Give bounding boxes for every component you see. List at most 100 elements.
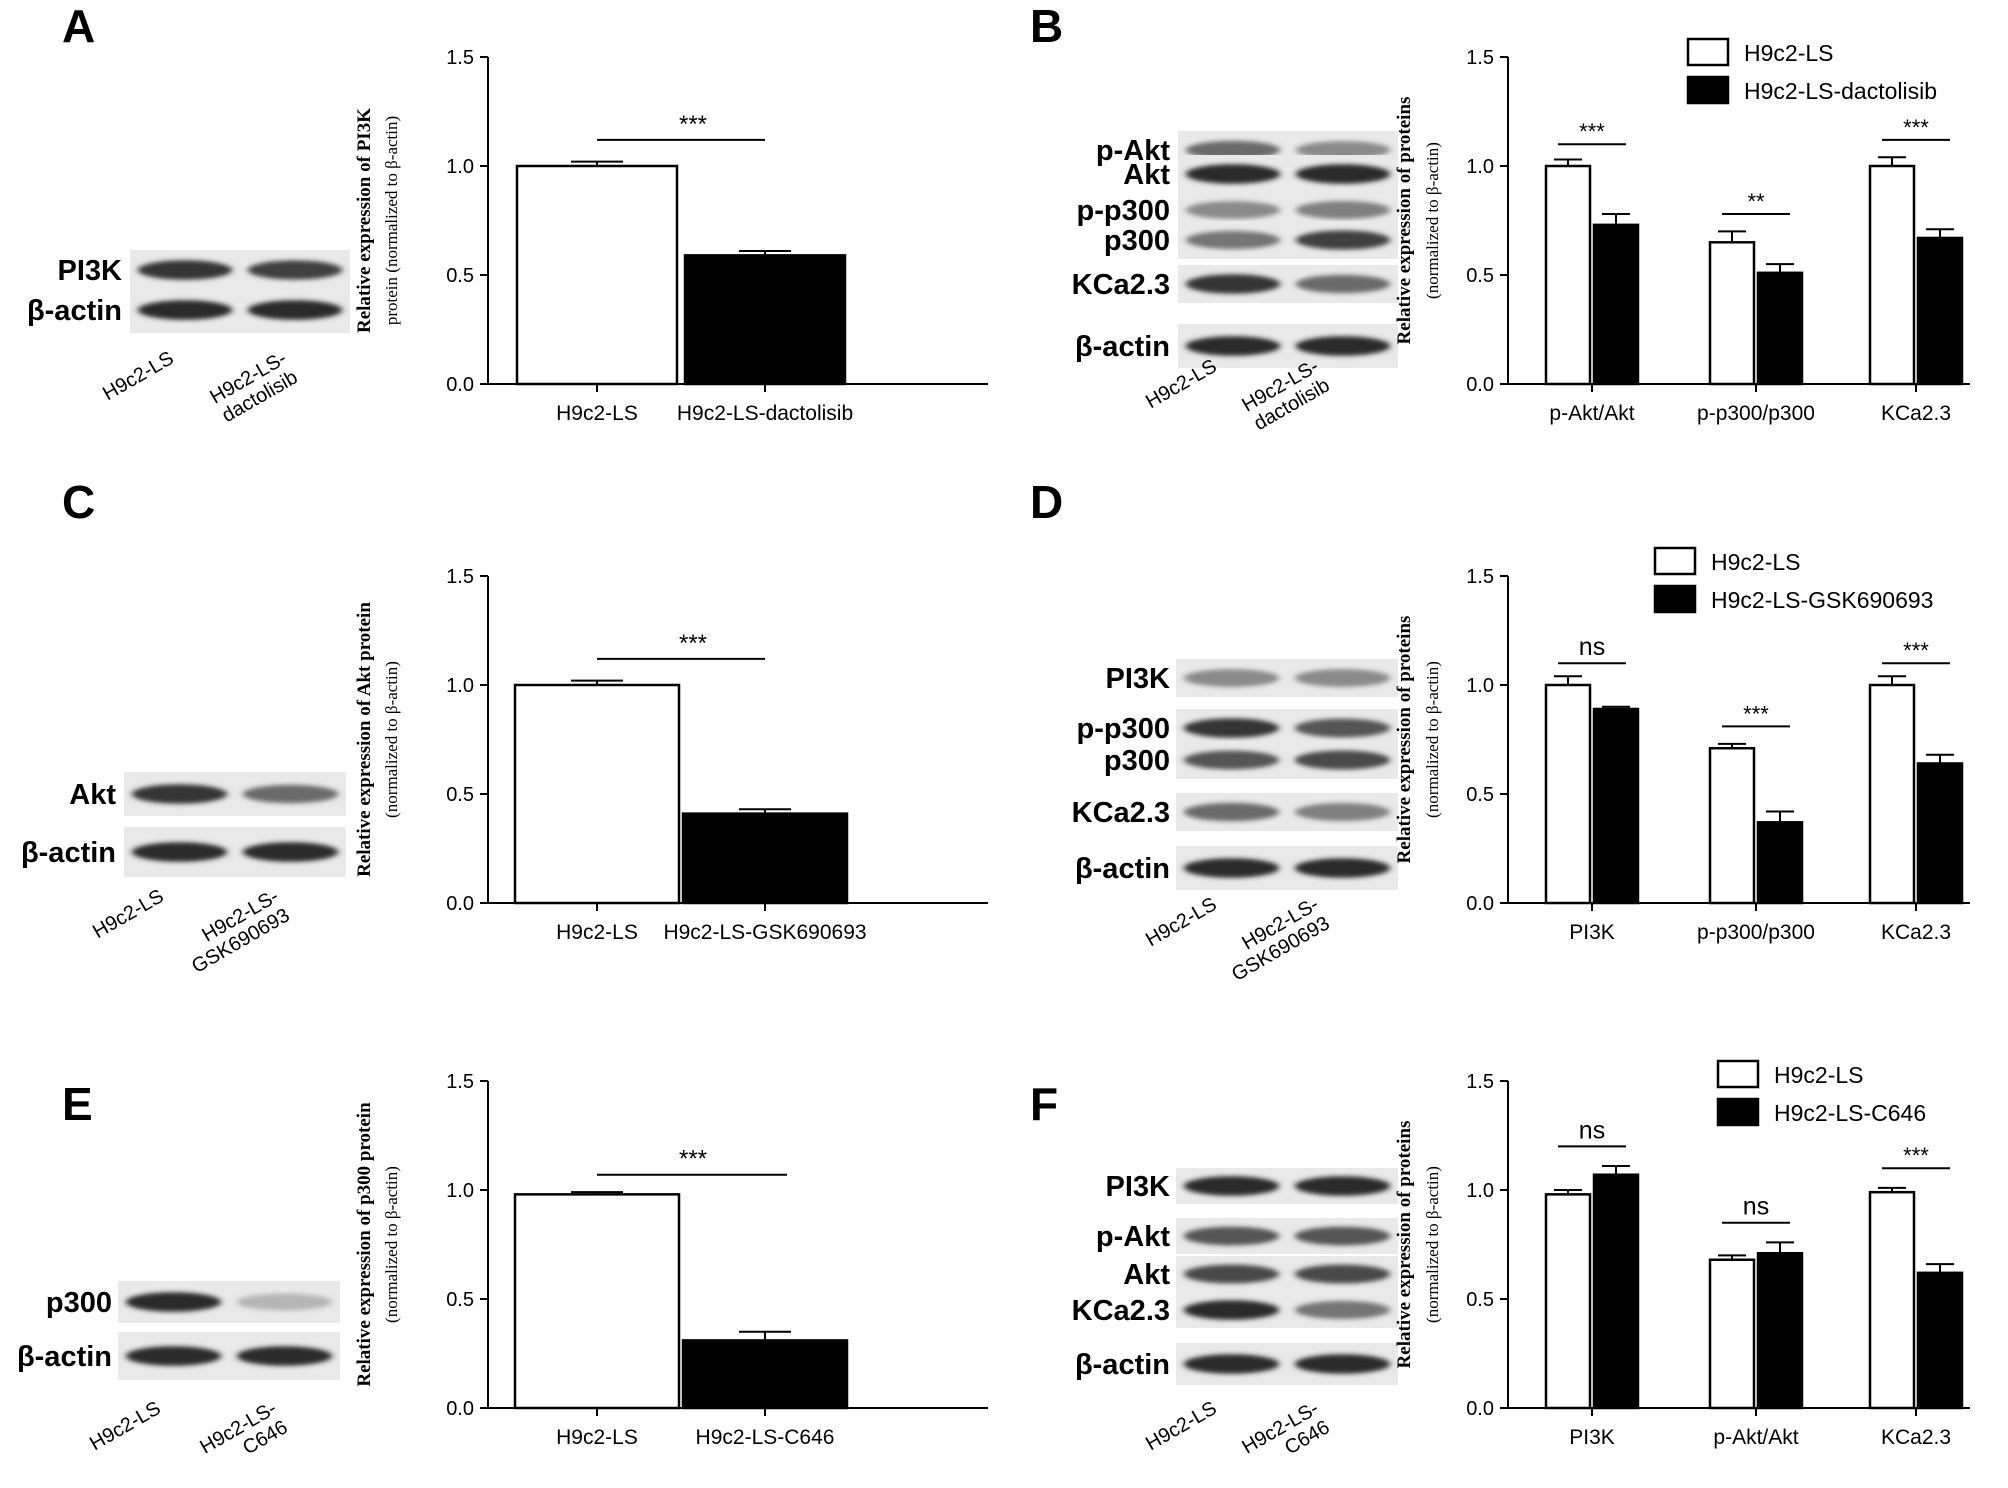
legend-swatch xyxy=(1686,37,1730,67)
bar-series: PI3K p-p300/p300 KCa2.3 ns *** *** xyxy=(1544,633,1964,944)
western-blot: PI3K β-actin H9c2-LS H9c2-LS-dactolisib xyxy=(27,250,350,427)
panel-letter: A xyxy=(62,0,95,52)
x-tick-label: p-p300/p300 xyxy=(1697,402,1815,425)
y-tick-label: 1.0 xyxy=(446,675,474,697)
blot-band xyxy=(1294,858,1391,878)
blot-band xyxy=(137,300,233,320)
bar xyxy=(1544,164,1592,386)
lane-label: H9c2-LS-C646 xyxy=(196,1397,291,1477)
significance-label: *** xyxy=(1903,638,1929,663)
y-axis-label: protein (normalized to β-actin) xyxy=(382,116,401,325)
y-tick-label: 0.0 xyxy=(1466,1398,1494,1420)
lane-label: H9c2-LS xyxy=(1142,893,1220,951)
western-blot: PI3K p-Akt Akt KCa2.3 β-actin H9c2-LS H9c2-LS-… xyxy=(1072,1168,1398,1459)
blot-band xyxy=(1294,1354,1391,1374)
blot-band xyxy=(1183,750,1280,770)
x-tick-label: p-p300/p300 xyxy=(1697,921,1815,944)
blot-band xyxy=(1295,274,1391,294)
blot-band xyxy=(1183,1176,1280,1196)
lane-label: H9c2-LS xyxy=(99,347,177,405)
blot-band-label: PI3K xyxy=(1106,1171,1171,1203)
legend: H9c2-LS H9c2-LS-dactolisib xyxy=(1686,37,1937,105)
significance-label: ns xyxy=(1579,1116,1605,1144)
bar xyxy=(513,683,681,905)
bar xyxy=(1592,223,1640,386)
lane-label: H9c2-LS-GSK690693 xyxy=(1217,893,1333,986)
y-tick-label: 0.0 xyxy=(446,374,474,396)
y-axis-label: Relative expression of p300 protein xyxy=(354,1102,375,1387)
legend-label: H9c2-LS xyxy=(1774,1062,1863,1088)
y-axis-label: Relative expression of proteins xyxy=(1394,1121,1415,1369)
blot-band-label: p-Akt xyxy=(1096,135,1170,167)
bar-series: p-Akt/Akt p-p300/p300 KCa2.3******** xyxy=(1544,115,1964,425)
blot-band xyxy=(125,1346,222,1366)
bar xyxy=(683,254,847,386)
bar-series: PI3K p-Akt/Akt KCa2.3 ns ns *** xyxy=(1544,1116,1964,1449)
y-tick-label: 1.5 xyxy=(1466,47,1494,69)
blot-band-label: Akt xyxy=(69,779,116,811)
y-axis-label: Relative expression of Akt protein xyxy=(354,602,375,877)
legend-swatch xyxy=(1686,75,1730,105)
legend: H9c2-LS H9c2-LS-GSK690693 xyxy=(1653,546,1933,614)
x-tick-label: H9c2-LS xyxy=(556,921,638,944)
lane-label: H9c2-LS xyxy=(86,1397,164,1455)
panel-letter: F xyxy=(1030,1078,1058,1130)
y-tick-label: 1.0 xyxy=(1466,1180,1494,1202)
blot-band-label: β-actin xyxy=(21,837,116,869)
bar-series: H9c2-LS H9c2-LS-GSK690693 *** xyxy=(513,630,867,944)
significance-label: *** xyxy=(1903,115,1929,140)
blot-band-label: KCa2.3 xyxy=(1072,1295,1170,1327)
blot-band xyxy=(247,300,343,320)
blot-band xyxy=(1185,336,1281,356)
y-tick-label: 0.5 xyxy=(446,784,474,806)
blot-band xyxy=(1294,750,1391,770)
lane-label-line: H9c2-LS xyxy=(1142,1397,1220,1455)
blot-band xyxy=(1295,141,1391,159)
blot-band-label: PI3K xyxy=(1106,663,1171,695)
x-tick-label: H9c2-LS xyxy=(556,402,638,425)
blot-band-label: β-actin xyxy=(1075,853,1170,885)
y-tick-label: 0.5 xyxy=(446,265,474,287)
blot-band xyxy=(236,1346,333,1366)
y-tick-label: 0.0 xyxy=(1466,374,1494,396)
significance-label: ns xyxy=(1743,1193,1769,1221)
y-tick-label: 1.0 xyxy=(1466,675,1494,697)
blot-band-label: p-p300 xyxy=(1077,195,1170,227)
blot-band xyxy=(1183,1226,1280,1246)
blot-band xyxy=(1185,140,1281,160)
bar xyxy=(1916,762,1964,905)
legend-swatch xyxy=(1716,1097,1760,1127)
blot-band xyxy=(137,260,233,280)
y-tick-label: 0.5 xyxy=(446,1289,474,1311)
x-tick-label: p-Akt/Akt xyxy=(1713,1426,1798,1449)
bar xyxy=(1708,1258,1756,1410)
bar xyxy=(1756,1251,1804,1410)
panel-letter: E xyxy=(62,1078,93,1130)
western-blot: p300 β-actin H9c2-LS H9c2-LS-C646 xyxy=(17,1281,340,1477)
bar xyxy=(1756,271,1804,386)
lane-label-line: H9c2-LS xyxy=(89,885,167,943)
blot-band-label: β-actin xyxy=(27,295,122,327)
bar xyxy=(515,164,679,386)
blot-band xyxy=(1183,1354,1280,1374)
y-axis-label: (normalized to β-actin) xyxy=(382,1166,401,1323)
x-tick-label: PI3K xyxy=(1569,921,1615,944)
panel-letter: C xyxy=(62,476,95,528)
blot-band xyxy=(1185,274,1281,294)
blot-band xyxy=(131,842,228,862)
blot-band xyxy=(131,784,228,804)
blot-band xyxy=(242,842,339,862)
y-tick-label: 0.0 xyxy=(446,893,474,915)
blot-band xyxy=(1183,1300,1280,1320)
panel-letter: D xyxy=(1030,476,1063,528)
y-tick-label: 0.5 xyxy=(1466,1289,1494,1311)
lane-label-line: H9c2-LS xyxy=(86,1397,164,1455)
blot-band xyxy=(1294,803,1391,821)
blot-band xyxy=(1294,1264,1391,1284)
bar xyxy=(1592,707,1640,905)
bar xyxy=(1544,683,1592,905)
blot-band xyxy=(1295,230,1391,250)
